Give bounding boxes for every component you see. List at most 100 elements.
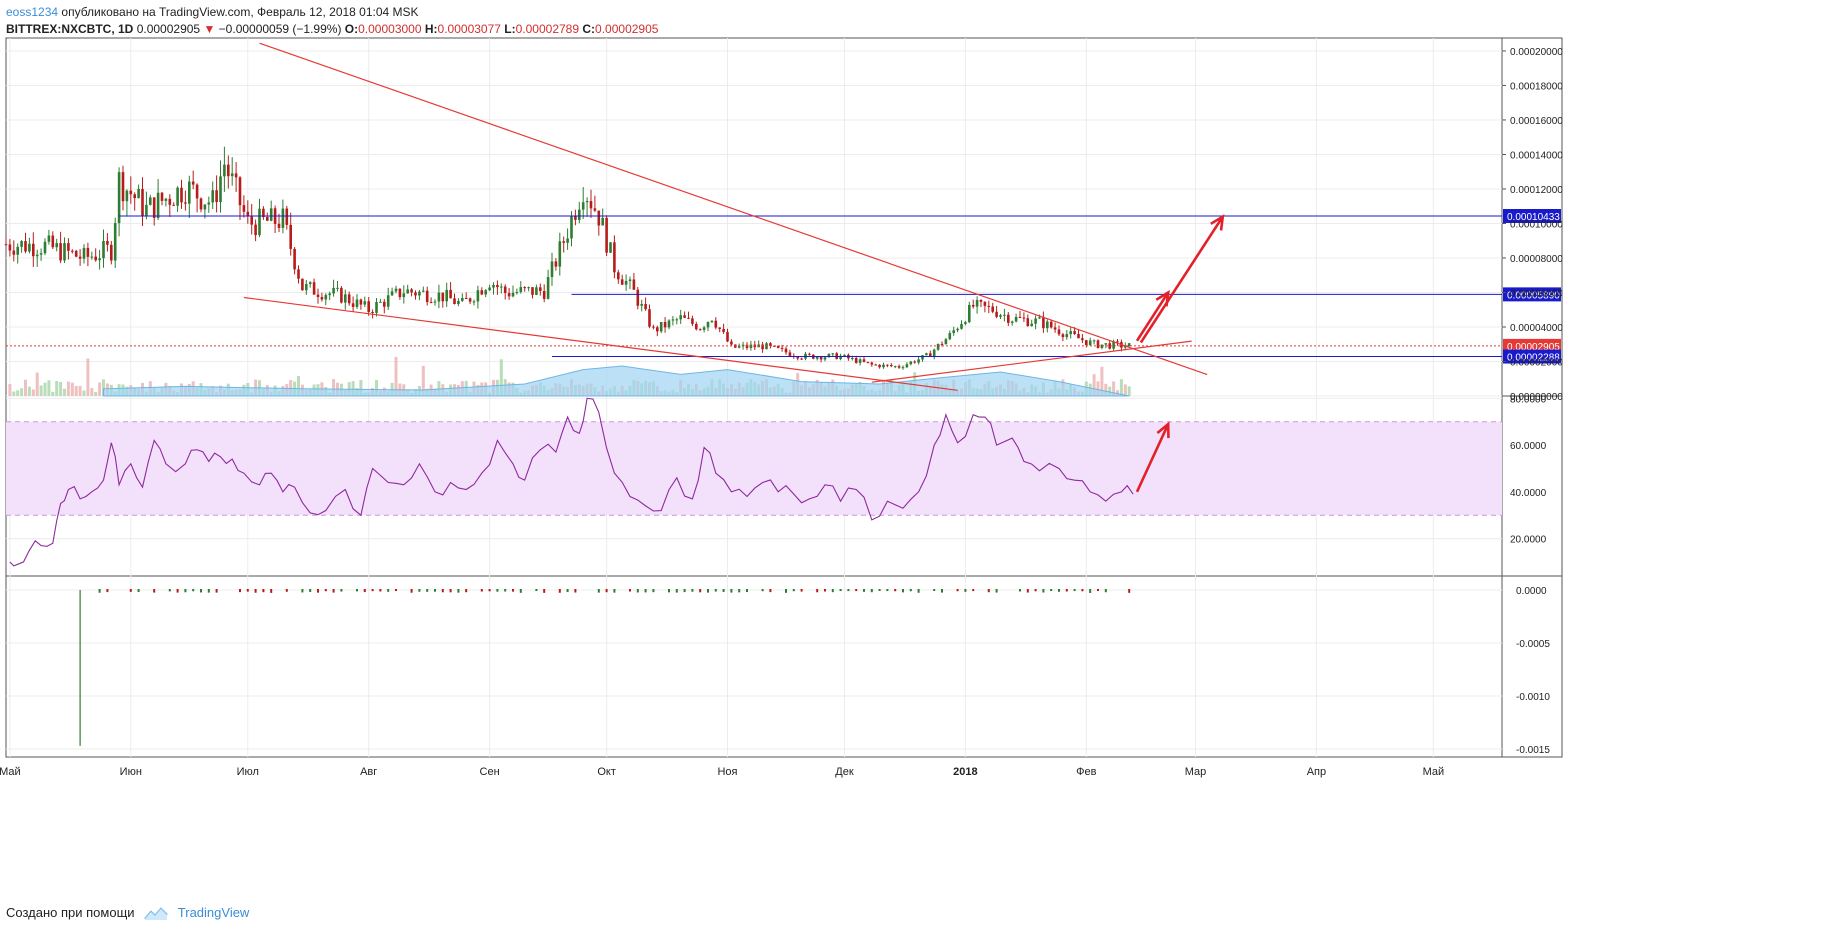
- rsi-tick-label: 40.0000: [1510, 488, 1547, 499]
- candle-down: [71, 250, 74, 252]
- candle-down: [121, 172, 125, 202]
- candle-down: [589, 201, 593, 209]
- candle-down: [449, 289, 452, 299]
- oscillator-bar: [246, 589, 249, 592]
- volume-bar: [1116, 390, 1119, 396]
- candle-up: [570, 216, 573, 239]
- candle-down: [971, 304, 975, 307]
- candle-down: [312, 282, 316, 295]
- candle-up: [203, 204, 207, 210]
- candle-up: [944, 339, 948, 345]
- candle-up: [281, 208, 285, 228]
- rsi-tick-label: 20.0000: [1510, 535, 1547, 546]
- x-tick-label: Май: [0, 766, 21, 778]
- candle-down: [12, 250, 16, 255]
- volume-bar: [98, 382, 102, 396]
- oscillator-bar: [714, 589, 717, 592]
- candle-down: [636, 289, 640, 306]
- price-tick-label: 0.00016000: [1510, 116, 1563, 127]
- candle-down: [74, 250, 78, 257]
- candle-up: [1010, 321, 1014, 323]
- candle-up: [164, 198, 168, 201]
- oscillator-bar: [738, 589, 741, 593]
- price-tick-label: 0.00012000: [1510, 185, 1563, 196]
- candle-up: [640, 304, 643, 306]
- candle-down: [480, 290, 484, 295]
- candle-down: [297, 269, 300, 279]
- trendline: [871, 340, 1192, 383]
- candle-up: [827, 353, 831, 358]
- oscillator-bar: [785, 589, 787, 593]
- x-tick-label: Фев: [1076, 766, 1096, 778]
- oscillator-bar: [153, 589, 156, 593]
- candle-up: [445, 289, 448, 302]
- candle-down: [301, 278, 304, 291]
- candle-down: [24, 241, 27, 252]
- candle-up: [1014, 316, 1018, 322]
- candle-up: [909, 361, 913, 365]
- candle-down: [429, 302, 433, 304]
- candle-down: [227, 164, 230, 177]
- candle-down: [8, 244, 12, 251]
- candle-down: [367, 301, 370, 313]
- candle-down: [698, 329, 702, 331]
- footer: Создано при помощи TradingView: [6, 905, 249, 921]
- volume-bar: [289, 379, 293, 396]
- candle-down: [1022, 317, 1026, 319]
- oscillator-bar: [933, 589, 936, 592]
- candle-down: [539, 287, 542, 291]
- candle-up: [581, 202, 585, 210]
- candle-up: [1092, 340, 1096, 342]
- candle-down: [238, 177, 242, 206]
- volume-bar: [1092, 374, 1096, 396]
- oscillator-bar: [824, 589, 826, 592]
- x-tick-label: Июн: [120, 766, 142, 778]
- candle-up: [20, 241, 23, 247]
- candle-up: [117, 172, 121, 224]
- grid-lines: [6, 38, 1502, 757]
- volume-bar: [1127, 386, 1131, 396]
- candle-down: [632, 279, 636, 290]
- oscillator-bar: [1050, 589, 1053, 592]
- oscillator-bar: [800, 589, 803, 592]
- candle-up: [679, 315, 682, 320]
- oscillator-bar: [1058, 589, 1060, 592]
- oscillator-bar: [972, 589, 975, 592]
- candle-up: [137, 188, 140, 199]
- candle-down: [648, 309, 651, 327]
- candle-down: [250, 216, 253, 225]
- author-link[interactable]: eoss1234: [6, 5, 59, 19]
- candle-up: [35, 254, 39, 257]
- candle-down: [59, 243, 62, 261]
- candle-up: [1124, 346, 1127, 348]
- candle-up: [624, 280, 628, 285]
- candle-down: [890, 365, 893, 367]
- volume-bar: [70, 382, 74, 396]
- chart-frame: [5, 37, 1563, 758]
- ohlc-legend: BITTREX:NXCBTC, 1D 0.00002905 ▼ −0.00000…: [6, 21, 658, 37]
- price-tick-label: 0.00002000: [1510, 357, 1563, 368]
- oscillator-bar: [878, 589, 881, 592]
- volume-bar: [39, 385, 43, 396]
- candle-down: [1042, 317, 1045, 329]
- oscillator-tick-label: -0.0005: [1516, 639, 1550, 650]
- volume-bar: [499, 359, 503, 396]
- price-tick-label: 0.00014000: [1510, 150, 1563, 161]
- projection-arrow: [1139, 215, 1224, 344]
- candle-up: [476, 290, 480, 302]
- candle-up: [82, 247, 86, 259]
- oscillator-bar: [137, 589, 140, 593]
- candle-down: [983, 301, 987, 306]
- down-arrow-icon: ▼: [203, 22, 216, 36]
- candle-down: [620, 279, 624, 285]
- candle-down: [1018, 316, 1022, 318]
- candle-down: [86, 247, 90, 257]
- candle-up: [675, 319, 679, 321]
- candle-down: [1116, 341, 1119, 343]
- volume-bar: [1123, 384, 1127, 396]
- volume-bar: [90, 388, 94, 396]
- candle-up: [921, 355, 924, 360]
- tradingview-link[interactable]: TradingView: [177, 905, 250, 920]
- oscillator-bar: [613, 589, 616, 593]
